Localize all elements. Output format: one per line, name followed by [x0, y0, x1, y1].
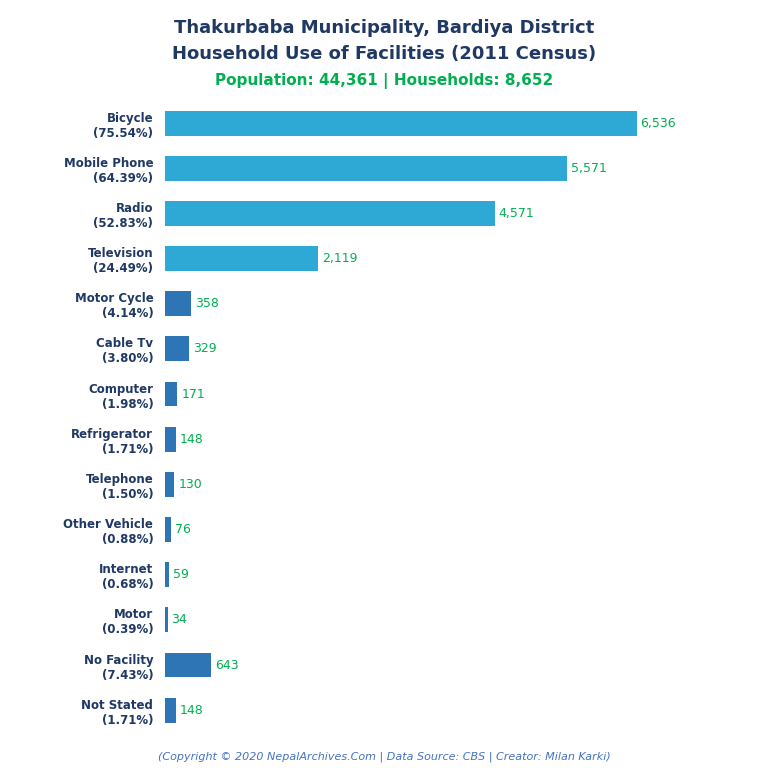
Text: 148: 148	[180, 703, 204, 717]
Text: Household Use of Facilities (2011 Census): Household Use of Facilities (2011 Census…	[172, 45, 596, 62]
Bar	[165, 517, 170, 542]
Text: 4,571: 4,571	[498, 207, 535, 220]
Text: (Copyright © 2020 NepalArchives.Com | Data Source: CBS | Creator: Milan Karki): (Copyright © 2020 NepalArchives.Com | Da…	[157, 751, 611, 762]
Bar	[165, 427, 176, 452]
Bar	[165, 156, 567, 180]
Text: 643: 643	[216, 658, 239, 671]
Text: 6,536: 6,536	[641, 117, 676, 130]
Bar	[165, 291, 191, 316]
Text: 34: 34	[171, 614, 187, 627]
Text: 329: 329	[193, 343, 217, 356]
Text: 2,119: 2,119	[322, 252, 357, 265]
Bar	[165, 607, 167, 632]
Bar	[165, 247, 318, 271]
Bar	[165, 653, 211, 677]
Text: 59: 59	[174, 568, 189, 581]
Bar	[165, 201, 495, 226]
Bar	[165, 472, 174, 497]
Text: 171: 171	[181, 388, 205, 401]
Text: 5,571: 5,571	[571, 162, 607, 175]
Text: 130: 130	[178, 478, 202, 491]
Text: Population: 44,361 | Households: 8,652: Population: 44,361 | Households: 8,652	[215, 73, 553, 89]
Bar	[165, 111, 637, 135]
Bar	[165, 382, 177, 406]
Text: 76: 76	[174, 523, 190, 536]
Bar	[165, 336, 189, 361]
Text: 148: 148	[180, 432, 204, 445]
Bar	[165, 698, 176, 723]
Bar	[165, 562, 170, 587]
Text: Thakurbaba Municipality, Bardiya District: Thakurbaba Municipality, Bardiya Distric…	[174, 19, 594, 37]
Text: 358: 358	[195, 297, 219, 310]
